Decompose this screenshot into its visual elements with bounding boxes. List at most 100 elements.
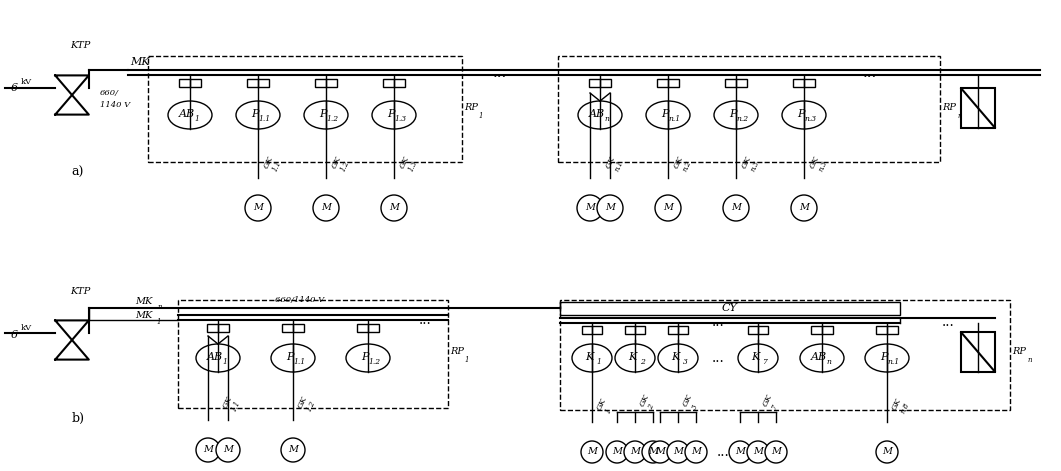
Circle shape	[655, 195, 681, 221]
Circle shape	[245, 195, 271, 221]
Ellipse shape	[782, 101, 827, 129]
Text: n.1: n.1	[888, 358, 900, 366]
Text: ...: ...	[712, 315, 725, 329]
Text: M: M	[655, 447, 665, 456]
Text: M: M	[288, 446, 298, 455]
Text: 6: 6	[11, 83, 18, 93]
Text: ...: ...	[493, 66, 507, 80]
Circle shape	[624, 441, 646, 463]
Text: MK: MK	[135, 297, 152, 306]
Text: AB: AB	[811, 352, 828, 362]
Text: P: P	[361, 352, 369, 362]
Bar	[383, 79, 405, 87]
Bar	[356, 324, 379, 332]
Text: n.2: n.2	[681, 159, 693, 173]
Bar	[811, 326, 833, 334]
Bar	[668, 326, 688, 334]
Text: M: M	[321, 203, 331, 212]
Text: GK: GK	[330, 155, 343, 170]
Text: b): b)	[71, 412, 85, 424]
Text: M: M	[753, 447, 763, 456]
Ellipse shape	[168, 101, 212, 129]
Text: ...: ...	[716, 445, 729, 459]
Bar	[725, 79, 747, 87]
Ellipse shape	[658, 344, 698, 372]
Text: K: K	[671, 352, 679, 362]
Circle shape	[876, 441, 898, 463]
Bar	[282, 324, 305, 332]
Text: GK: GK	[221, 395, 233, 410]
Text: M: M	[691, 447, 701, 456]
Text: n.1: n.1	[668, 115, 681, 123]
Bar	[178, 300, 448, 408]
Text: GK: GK	[398, 155, 411, 170]
Text: ...: ...	[863, 66, 877, 80]
Ellipse shape	[615, 344, 655, 372]
Text: 660/1140 V: 660/1140 V	[276, 296, 325, 304]
Text: MK: MK	[135, 311, 152, 320]
Circle shape	[581, 441, 603, 463]
Text: 1: 1	[604, 407, 613, 415]
Text: GK: GK	[890, 397, 903, 412]
Circle shape	[667, 441, 689, 463]
Text: MK: MK	[131, 57, 150, 67]
Text: CY: CY	[723, 303, 738, 313]
Ellipse shape	[572, 344, 612, 372]
Text: P: P	[286, 352, 294, 362]
Text: 1: 1	[194, 115, 199, 123]
Text: ...: ...	[712, 351, 725, 365]
Ellipse shape	[714, 101, 758, 129]
Text: P: P	[319, 109, 327, 119]
Text: M: M	[735, 447, 745, 456]
Bar	[961, 89, 995, 128]
Bar	[558, 56, 940, 162]
Text: 1.2: 1.2	[305, 399, 317, 413]
Bar	[560, 302, 900, 315]
Circle shape	[381, 195, 407, 221]
Bar	[147, 56, 462, 162]
Bar	[560, 300, 1010, 410]
Text: 7: 7	[763, 358, 767, 366]
Text: GK: GK	[808, 155, 821, 170]
Text: RP: RP	[1012, 348, 1026, 357]
Bar	[207, 324, 229, 332]
Text: M: M	[389, 203, 399, 212]
Bar	[876, 326, 898, 334]
Text: GK: GK	[296, 395, 309, 410]
Ellipse shape	[271, 344, 315, 372]
Text: 1: 1	[479, 112, 484, 120]
Text: K: K	[751, 352, 759, 362]
Ellipse shape	[865, 344, 909, 372]
Text: n.2: n.2	[737, 115, 749, 123]
Text: 1: 1	[223, 358, 227, 366]
Text: M: M	[587, 447, 597, 456]
Text: AB: AB	[179, 109, 195, 119]
Bar	[657, 79, 679, 87]
Bar	[179, 79, 201, 87]
Text: n: n	[605, 115, 609, 123]
Text: 1.1: 1.1	[259, 115, 271, 123]
Text: ...: ...	[941, 315, 955, 329]
Bar	[247, 79, 269, 87]
Text: P: P	[797, 109, 804, 119]
Ellipse shape	[305, 101, 348, 129]
Text: AB: AB	[589, 109, 605, 119]
Text: P: P	[251, 109, 259, 119]
Ellipse shape	[346, 344, 390, 372]
Text: 1.2: 1.2	[327, 115, 340, 123]
Circle shape	[606, 441, 628, 463]
Text: 1.1: 1.1	[294, 358, 306, 366]
Ellipse shape	[372, 101, 416, 129]
Ellipse shape	[236, 101, 280, 129]
Text: kV: kV	[21, 78, 32, 86]
Text: M: M	[673, 447, 683, 456]
Text: n: n	[827, 358, 832, 366]
Text: M: M	[223, 446, 233, 455]
Text: n.8: n.8	[899, 401, 911, 415]
Text: GK: GK	[672, 155, 684, 170]
Bar	[793, 79, 815, 87]
Text: GK: GK	[604, 155, 616, 170]
Text: GK: GK	[681, 393, 694, 408]
Text: KTP: KTP	[70, 287, 90, 297]
Text: P: P	[661, 109, 668, 119]
